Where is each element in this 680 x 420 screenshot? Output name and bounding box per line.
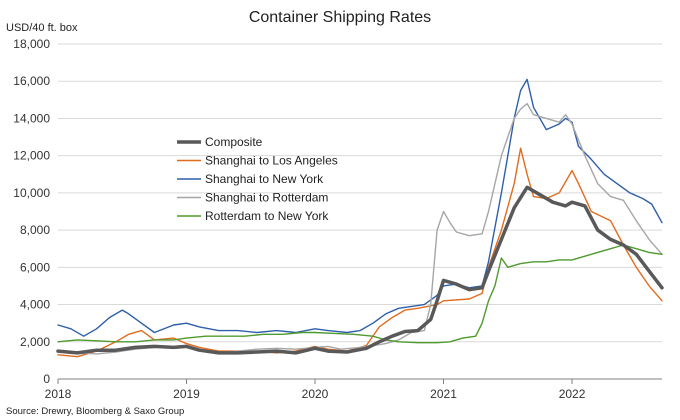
series-lines xyxy=(56,78,664,358)
gridlines xyxy=(58,43,662,343)
series-line-shanghai-to-los-angeles xyxy=(57,147,663,358)
chart-title: Container Shipping Rates xyxy=(249,9,431,26)
y-tick-label: 6,000 xyxy=(20,260,50,274)
y-tick-label: 0 xyxy=(43,372,50,386)
legend: Composite Shanghai to Los Angeles Shanghai… xyxy=(177,135,338,223)
x-tick-label: 2022 xyxy=(559,387,586,401)
series-line-shanghai-to-rotterdam xyxy=(57,102,663,355)
y-tick-label: 12,000 xyxy=(13,149,50,163)
y-tick-label: 16,000 xyxy=(13,74,50,88)
y-tick-label: 10,000 xyxy=(13,186,50,200)
axes: 0 2,000 4,000 6,000 8,000 10,000 12,000 14,000 1… xyxy=(13,37,662,401)
y-tick-label: 14,000 xyxy=(13,111,50,125)
source-note: Source: Drewry, Bloomberg & Saxo Group xyxy=(6,406,184,417)
legend-label: Rotterdam to New York xyxy=(205,209,329,223)
x-tick-label: 2019 xyxy=(173,387,200,401)
x-tick-label: 2021 xyxy=(430,387,457,401)
series-line-shanghai-to-new-york xyxy=(57,78,663,337)
y-tick-label: 4,000 xyxy=(20,298,50,312)
legend-label: Composite xyxy=(205,135,263,149)
x-tick-label: 2020 xyxy=(302,387,329,401)
series-line-composite xyxy=(56,185,664,355)
y-tick-label: 18,000 xyxy=(13,37,50,51)
y-axis-unit-label: USD/40 ft. box xyxy=(6,22,78,34)
x-tick-label: 2018 xyxy=(45,387,72,401)
y-tick-label: 8,000 xyxy=(20,223,50,237)
legend-label: Shanghai to Los Angeles xyxy=(205,154,338,168)
y-tick-label: 2,000 xyxy=(20,335,50,349)
legend-label: Shanghai to New York xyxy=(205,172,324,186)
legend-label: Shanghai to Rotterdam xyxy=(205,191,328,205)
series-line-rotterdam-to-new-york xyxy=(57,244,663,344)
